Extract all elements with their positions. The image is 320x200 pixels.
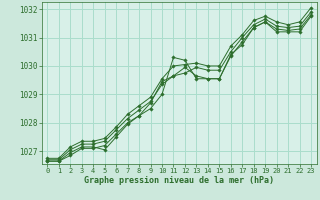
X-axis label: Graphe pression niveau de la mer (hPa): Graphe pression niveau de la mer (hPa) — [84, 176, 274, 185]
